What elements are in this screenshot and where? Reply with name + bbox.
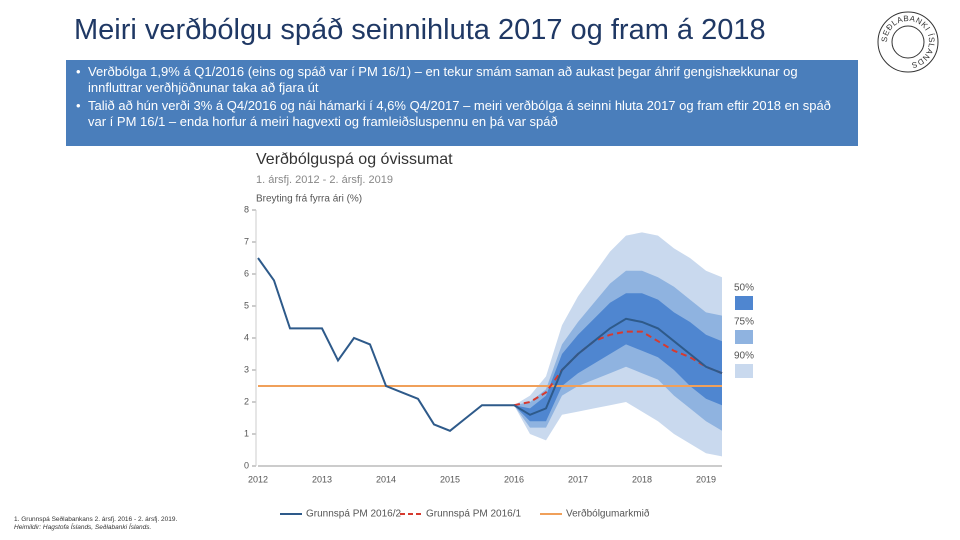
x-tick-label: 2012 <box>248 474 268 484</box>
y-tick-label: 4 <box>244 332 249 342</box>
legend-swatch <box>735 364 753 378</box>
y-tick-label: 7 <box>244 236 249 246</box>
chart-title: Verðbólguspá og óvissumat <box>256 151 453 168</box>
y-tick-label: 6 <box>244 268 249 278</box>
series-line <box>513 330 723 407</box>
y-tick-label: 0 <box>244 460 249 470</box>
y-tick-label: 1 <box>244 428 249 438</box>
series-line <box>257 257 723 432</box>
x-tick-label: 2018 <box>632 474 652 484</box>
logo-text: SEÐLABANKI ÍSLANDS <box>880 14 936 70</box>
x-tick-label: 2017 <box>568 474 588 484</box>
y-tick-label: 8 <box>244 204 249 214</box>
legend-label: 50% <box>734 283 754 294</box>
logo-inner <box>891 25 925 59</box>
x-tick-label: 2014 <box>376 474 396 484</box>
bullet-box: Verðbólga 1,9% á Q1/2016 (eins og spáð v… <box>66 60 858 146</box>
footnote: 1. Grunnspá Seðlabankans 2. ársfj. 2016 … <box>14 516 178 523</box>
y-tick-label: 5 <box>244 300 249 310</box>
legend-label: Verðbólgumarkmið <box>566 508 650 520</box>
x-tick-label: 2016 <box>504 474 524 484</box>
logo-ring <box>877 11 939 73</box>
legend-swatch <box>735 330 753 344</box>
legend-label: 90% <box>734 351 754 362</box>
logo-text: SEÐLABANKI ÍSLANDS <box>880 14 935 70</box>
legend-label: 75% <box>734 317 754 328</box>
footnotes: 1. Grunnspá Seðlabankans 2. ársfj. 2016 … <box>14 516 177 532</box>
bullet: Verðbólga 1,9% á Q1/2016 (eins og spáð v… <box>76 64 848 96</box>
fan-band <box>514 293 722 422</box>
legend-label: Grunnspá PM 2016/1 <box>426 509 521 520</box>
y-tick-label: 2 <box>244 396 249 406</box>
chart-subtitle: 1. ársfj. 2012 - 2. ársfj. 2019 <box>256 174 393 186</box>
x-tick-label: 2015 <box>440 474 460 484</box>
y-tick-label: 3 <box>244 364 249 374</box>
slide-title: Meiri verðbólgu spáð seinnihluta 2017 og… <box>74 14 766 46</box>
footnote: Heimildir: Hagstofa Íslands, Seðlabanki … <box>14 524 152 531</box>
y-axis-label: Breyting frá fyrra ári (%) <box>256 194 362 205</box>
x-tick-label: 2019 <box>696 474 716 484</box>
legend-swatch <box>735 296 753 310</box>
bullet: Talið að hún verði 3% á Q4/2016 og nái h… <box>76 98 848 130</box>
logo: SEÐLABANKI ÍSLANDS <box>877 11 939 73</box>
legend-label: Grunnspá PM 2016/2 <box>306 509 401 520</box>
x-tick-label: 2013 <box>312 474 332 484</box>
